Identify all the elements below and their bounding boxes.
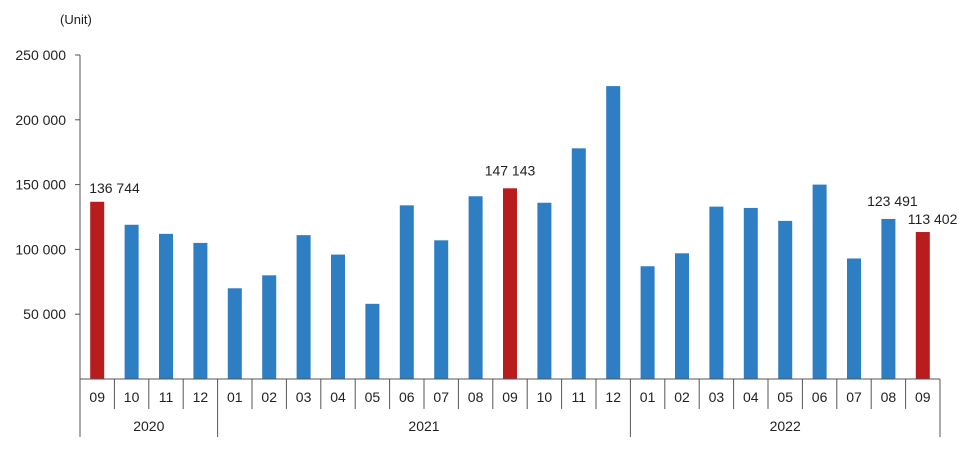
x-tick-label: 09 <box>502 389 518 405</box>
year-label: 2021 <box>408 418 439 434</box>
x-tick-label: 10 <box>124 389 140 405</box>
x-tick-label: 09 <box>915 389 931 405</box>
bar <box>193 242 208 379</box>
data-label: 147 143 <box>485 162 536 178</box>
x-tick-label: 08 <box>468 389 484 405</box>
bar <box>778 220 793 379</box>
x-tick-label: 06 <box>812 389 828 405</box>
bar <box>847 258 861 379</box>
bar <box>571 148 586 379</box>
x-tick-label: 03 <box>709 389 725 405</box>
x-tick-label: 01 <box>640 389 656 405</box>
bar <box>640 266 655 379</box>
bar <box>262 275 277 379</box>
y-tick-label: 50 000 <box>23 306 66 322</box>
bar <box>331 254 345 379</box>
x-tick-label: 03 <box>296 389 312 405</box>
bar <box>709 206 724 379</box>
x-tick-label: 11 <box>572 389 587 405</box>
x-tick-label: 11 <box>159 389 174 405</box>
bar <box>537 202 552 379</box>
bar <box>296 235 311 379</box>
bar <box>675 253 689 379</box>
year-label: 2022 <box>770 418 801 434</box>
x-tick-label: 09 <box>89 389 105 405</box>
unit-label: (Unit) <box>60 12 92 27</box>
x-tick-label: 02 <box>261 389 277 405</box>
bar <box>468 196 483 379</box>
bar <box>124 224 139 379</box>
year-label: 2020 <box>133 418 164 434</box>
data-label: 113 402 <box>908 211 958 227</box>
x-tick-label: 05 <box>777 389 793 405</box>
bar <box>227 288 242 379</box>
x-tick-label: 12 <box>605 389 621 405</box>
data-label: 123 491 <box>867 193 918 209</box>
data-labels: 136 744 147 143 123 491 113 402 <box>89 162 957 227</box>
x-tick-label: 07 <box>846 389 862 405</box>
bar-highlight <box>90 201 105 379</box>
x-tick-label: 04 <box>330 389 346 405</box>
x-tick-label: 10 <box>537 389 553 405</box>
bar <box>812 184 827 379</box>
bar <box>881 218 896 379</box>
y-tick-label: 100 000 <box>15 241 66 257</box>
x-tick-label: 06 <box>399 389 415 405</box>
data-label: 136 744 <box>89 180 140 196</box>
x-tick-label: 12 <box>193 389 209 405</box>
bar <box>434 240 449 379</box>
x-tick-label: 02 <box>674 389 690 405</box>
bar <box>606 86 621 379</box>
bars <box>90 86 930 379</box>
y-tick-label: 150 000 <box>15 177 66 193</box>
bar <box>159 233 173 379</box>
x-tick-label: 08 <box>881 389 897 405</box>
bar <box>399 205 414 379</box>
x-tick-label: 04 <box>743 389 759 405</box>
bar <box>365 303 380 379</box>
x-tick-label: 01 <box>227 389 243 405</box>
y-tick-label: 200 000 <box>15 112 66 128</box>
x-tick-label: 07 <box>433 389 449 405</box>
bar <box>743 207 758 379</box>
bar-highlight <box>503 188 517 379</box>
y-axis: 50 000 100 000 150 000 200 000 250 000 <box>15 47 81 379</box>
y-tick-label: 250 000 <box>15 47 66 63</box>
x-tick-label: 05 <box>365 389 381 405</box>
x-axis: 09 10 11 12 01 02 03 04 05 06 07 08 09 10 11 12 01 02 03 04… <box>79 378 941 437</box>
bar-highlight <box>915 232 930 379</box>
